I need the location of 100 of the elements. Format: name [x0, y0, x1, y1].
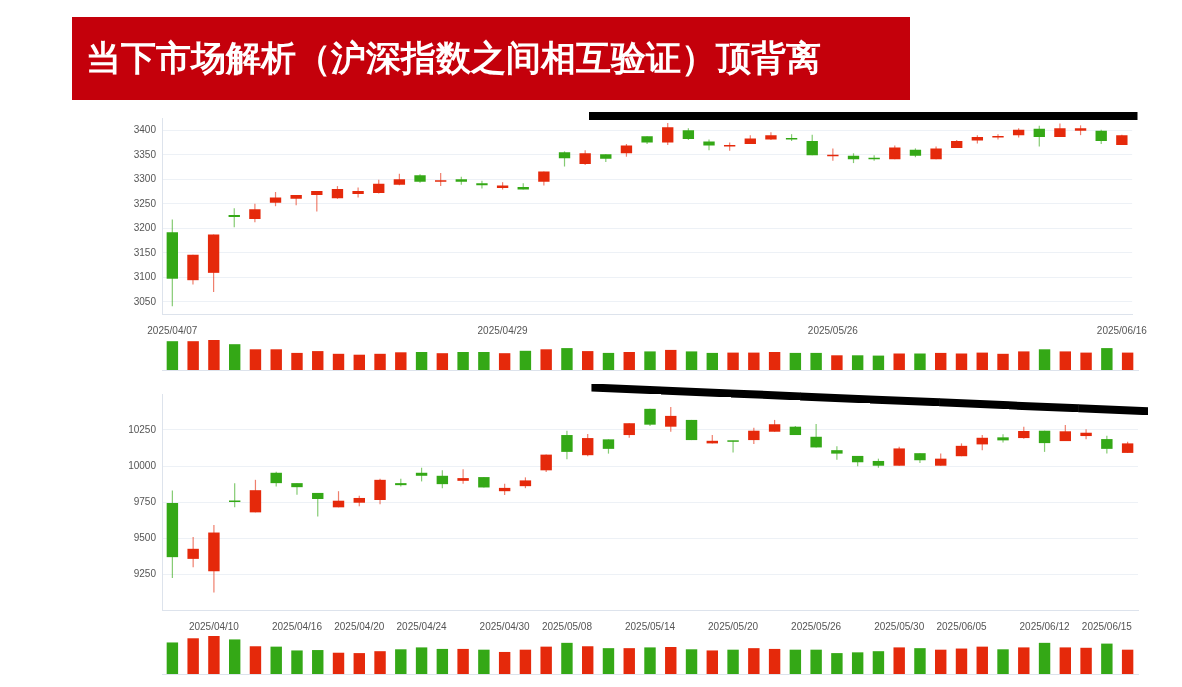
bar	[831, 355, 843, 370]
bar	[665, 349, 677, 370]
bar	[228, 344, 241, 370]
x-tick-label: 2025/04/29	[477, 324, 529, 336]
bar	[561, 348, 573, 370]
candlestick	[291, 483, 303, 495]
x-tick-label: 2025/05/08	[541, 620, 593, 632]
bar	[270, 646, 282, 674]
bar	[457, 352, 469, 370]
bar	[831, 653, 843, 674]
y-tick-label: 9250	[133, 567, 157, 579]
bar	[1018, 647, 1030, 674]
bar	[1101, 643, 1113, 674]
bar	[1101, 348, 1113, 370]
y-tick-label: 3300	[133, 173, 157, 184]
bar	[1018, 351, 1030, 370]
bar	[436, 353, 449, 370]
bar	[498, 651, 511, 674]
bar	[872, 355, 885, 370]
bar	[581, 351, 594, 370]
bar	[748, 352, 760, 370]
bar	[768, 352, 781, 370]
bar	[374, 353, 386, 370]
bar	[706, 352, 719, 370]
bar	[519, 350, 532, 370]
x-tick-label: 2025/06/16	[1096, 324, 1148, 336]
bar	[312, 650, 324, 674]
bar	[312, 351, 324, 370]
bar	[166, 341, 179, 370]
bar	[228, 639, 241, 674]
bar	[478, 649, 490, 674]
candlestick	[727, 440, 739, 453]
bar	[914, 353, 926, 370]
bar	[291, 650, 303, 674]
bar	[1121, 352, 1134, 370]
bar	[270, 349, 282, 370]
y-tick-label: 9750	[133, 495, 157, 507]
y-tick-label: 9500	[133, 531, 157, 543]
y-tick-label: 3100	[133, 271, 157, 282]
bar	[353, 653, 365, 674]
bar	[768, 648, 781, 674]
y-tick-label: 3250	[133, 197, 157, 209]
bar	[395, 352, 407, 370]
bar	[727, 352, 739, 370]
x-tick-label: 2025/06/15	[1081, 620, 1133, 632]
bar	[291, 352, 303, 370]
chart-title: 当下市场解析（沪深指数之间相互验证）顶背离	[72, 17, 910, 100]
x-tick-label: 2025/05/26	[791, 620, 842, 632]
x-tick-label: 2025/04/07	[147, 324, 198, 336]
candlestick	[352, 187, 364, 198]
bar	[395, 649, 407, 674]
candlestick	[992, 134, 1004, 140]
bar	[685, 649, 698, 674]
bar	[415, 352, 428, 370]
bar	[644, 351, 656, 370]
bar	[332, 652, 345, 674]
bar	[1080, 647, 1092, 674]
bar	[1059, 647, 1072, 674]
bar	[457, 648, 469, 674]
bar	[353, 354, 365, 370]
x-tick-label: 2025/06/05	[936, 620, 987, 632]
x-tick-label: 2025/04/20	[334, 620, 385, 632]
bar	[415, 647, 428, 674]
bar	[685, 351, 698, 370]
x-tick-label: 2025/05/26	[807, 324, 859, 336]
bar	[955, 648, 968, 674]
bar	[1038, 642, 1051, 674]
x-tick-label: 2025/04/24	[396, 620, 448, 632]
bar	[519, 649, 532, 674]
bar	[602, 352, 615, 370]
bar	[187, 341, 199, 370]
bar	[997, 353, 1009, 370]
x-tick-label: 2025/05/20	[708, 620, 759, 632]
y-tick-label: 3350	[133, 148, 157, 160]
bar	[893, 647, 905, 674]
bar	[810, 649, 822, 674]
y-tick-label: 10000	[128, 459, 157, 471]
bar	[498, 353, 511, 370]
x-tick-label: 2025/04/30	[479, 620, 531, 632]
bar	[478, 352, 490, 370]
bar	[249, 646, 262, 674]
bar	[810, 352, 822, 370]
y-tick-label: 10250	[128, 423, 157, 435]
bar	[935, 649, 947, 674]
bar	[187, 638, 199, 674]
bar	[851, 355, 864, 370]
bar	[540, 646, 552, 674]
y-tick-label: 3050	[133, 295, 157, 307]
x-tick-label: 2025/05/30	[874, 620, 925, 632]
bar	[789, 649, 802, 674]
bar	[644, 647, 656, 674]
bar	[540, 349, 552, 370]
candlestick	[476, 180, 488, 189]
bar	[997, 649, 1009, 674]
y-tick-label: 3200	[133, 222, 157, 233]
bar	[706, 650, 719, 674]
bar	[976, 352, 988, 370]
bar	[1038, 349, 1051, 370]
bar	[976, 646, 988, 674]
bar	[665, 647, 677, 674]
